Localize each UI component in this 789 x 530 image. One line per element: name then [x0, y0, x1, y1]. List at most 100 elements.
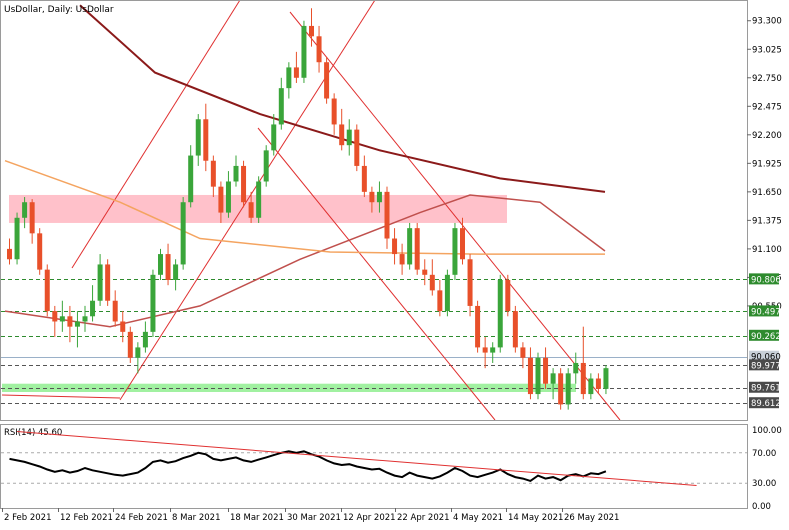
candle-body: [505, 280, 511, 312]
x-tick-label: 22 Apr 2021: [397, 513, 450, 523]
candle-body: [150, 274, 156, 332]
zone-2: [2, 383, 576, 392]
candle-body: [210, 160, 216, 187]
candle-body: [74, 321, 80, 327]
candle-body: [346, 129, 352, 146]
candle-body: [256, 181, 262, 218]
candle-body: [293, 67, 299, 78]
candle-body: [82, 316, 88, 322]
y-tick-label: 91.925: [752, 159, 782, 169]
candle-body: [324, 62, 330, 99]
x-tick-label: 12 Apr 2021: [343, 513, 396, 523]
rsi-y-tick-label: 70.00: [752, 449, 776, 459]
candle-body: [203, 119, 209, 161]
candle-body: [369, 191, 375, 203]
candle-body: [399, 254, 405, 265]
candle-body: [392, 238, 398, 255]
moving-average-3: [4, 159, 605, 255]
candle-body: [407, 228, 413, 265]
channel-line-1: [71, 0, 241, 269]
price-label: 90.060: [751, 353, 781, 363]
candle-body: [37, 233, 43, 270]
price-label-box: [749, 359, 779, 371]
candle-body: [180, 202, 186, 265]
candle-body: [558, 373, 564, 405]
candle-body: [482, 347, 488, 353]
x-tick-label: 2 Feb 2021: [4, 513, 52, 523]
candle-body: [588, 378, 594, 395]
candle-body: [603, 368, 609, 389]
rsi-panel: RSI(14) 45.60: [1, 428, 747, 486]
candle-body: [271, 124, 277, 151]
candle-body: [573, 362, 579, 374]
y-tick-label: 91.650: [752, 188, 782, 198]
candle-body: [595, 378, 601, 389]
candle-body: [452, 228, 458, 275]
candle-body: [14, 217, 20, 260]
x-tick-label: 30 Mar 2021: [287, 513, 341, 523]
x-tick-label: 24 Feb 2021: [115, 513, 168, 523]
candle-body: [195, 119, 201, 156]
candle-body: [512, 311, 518, 348]
candle-body: [580, 362, 586, 395]
candle-body: [475, 305, 481, 348]
candle-body: [165, 254, 171, 280]
candle-body: [225, 181, 231, 213]
candle-body: [520, 347, 526, 358]
x-tick-label: 12 Feb 2021: [60, 513, 113, 523]
x-tick-label: 8 Mar 2021: [172, 513, 220, 523]
x-tick-label: 4 May 2021: [453, 513, 503, 523]
candle-body: [22, 202, 28, 218]
price-label-box: [749, 273, 779, 285]
candle-body: [7, 248, 12, 260]
candle-body: [309, 25, 314, 37]
y-tick-label: 92.750: [752, 74, 782, 84]
candle-body: [444, 274, 450, 312]
candle-body: [354, 129, 360, 166]
candle-body: [218, 186, 224, 213]
x-tick-label: 26 May 2021: [564, 513, 619, 523]
candle-body: [460, 228, 465, 260]
candle-body: [135, 347, 141, 358]
price-label-box: [749, 305, 779, 317]
candle-body: [120, 321, 126, 332]
rsi-y-tick-label: 100.00: [752, 426, 782, 436]
x-tick-label: 14 May 2021: [508, 513, 563, 523]
price-label: 89.761: [751, 384, 781, 394]
moving-average-1: [79, 4, 606, 193]
y-tick-label: 93.300: [752, 17, 782, 27]
rsi-line: [9, 450, 607, 482]
candle-body: [188, 155, 194, 203]
candle-body: [286, 67, 292, 89]
candle-body: [241, 165, 247, 203]
candle-body: [263, 150, 269, 182]
channel-line-2: [119, 0, 376, 401]
candle-body: [331, 98, 337, 125]
candle-body: [376, 191, 382, 203]
candle-body: [301, 25, 307, 78]
candle-body: [414, 228, 420, 270]
candle-body: [490, 347, 496, 353]
candle-body: [97, 264, 103, 301]
candle-body: [90, 300, 96, 317]
channel-line-3: [257, 127, 496, 421]
channel-line-5: [1, 394, 121, 399]
candle-body: [535, 357, 541, 395]
candle-body: [497, 280, 503, 348]
candle-body: [278, 88, 284, 125]
candle-body: [233, 165, 239, 182]
price-label-box: [749, 350, 779, 362]
candle-body: [467, 259, 473, 306]
candle-body: [173, 264, 179, 280]
price-label-box: [749, 397, 779, 409]
rsi-panel-frame: [0, 424, 748, 509]
main-panel-frame: [0, 0, 748, 421]
channel-line-4: [289, 11, 621, 421]
candle-body: [437, 290, 443, 312]
candle-body: [105, 264, 111, 301]
candle-body: [429, 274, 435, 291]
candle-body: [67, 316, 73, 327]
x-tick-label: 18 Mar 2021: [230, 513, 284, 523]
main-panel: UsDollar, Daily: UsDollar: [1, 0, 747, 421]
